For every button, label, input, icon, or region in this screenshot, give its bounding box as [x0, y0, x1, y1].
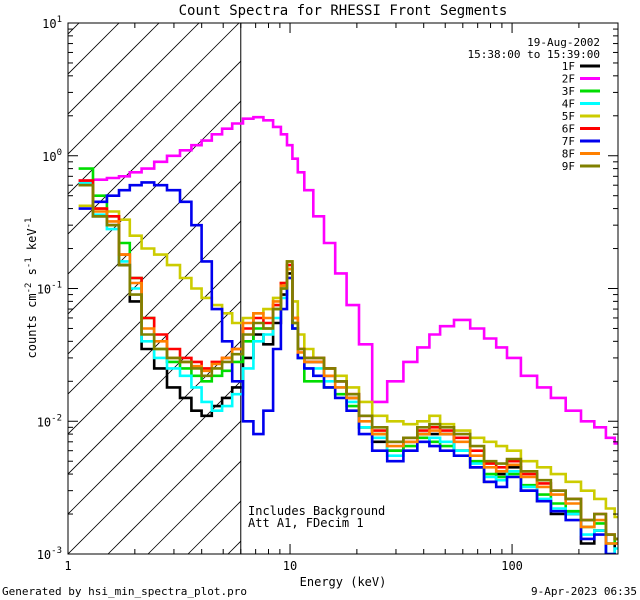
- y-tick-label: 10-3: [37, 546, 62, 562]
- x-tick-label: 10: [283, 559, 297, 573]
- hatch-line: [68, 300, 241, 475]
- y-axis-label-sup: -1: [24, 218, 34, 229]
- legend-label-7F: 7F: [562, 135, 575, 148]
- legend-label-2F: 2F: [562, 73, 575, 86]
- legend-label-9F: 9F: [562, 160, 575, 173]
- y-tick-label: 10-2: [37, 413, 62, 429]
- y-axis-label-sup: -1: [24, 257, 34, 268]
- legend-label-1F: 1F: [562, 60, 575, 73]
- y-tick-label-exponent: -1: [51, 281, 62, 291]
- y-tick-label-exponent: -3: [51, 546, 62, 556]
- hatch-line: [68, 60, 241, 235]
- y-axis-label-sup: -2: [24, 283, 34, 294]
- y-tick-label: 10-1: [37, 281, 62, 297]
- y-tick-label-exponent: 1: [57, 15, 62, 25]
- series-2F-line: [78, 115, 618, 445]
- y-tick-label-base: 10: [42, 150, 56, 164]
- legend-label-3F: 3F: [562, 85, 575, 98]
- chart-title: Count Spectra for RHESSI Front Segments: [179, 3, 508, 19]
- hatch-line: [68, 380, 241, 554]
- hatch-line: [68, 140, 241, 315]
- hatch-line: [107, 420, 241, 554]
- y-axis-label-part: keV: [25, 228, 39, 257]
- x-tick-label: 1: [64, 559, 71, 573]
- footer-timestamp: 9-Apr-2023 06:35: [531, 585, 637, 598]
- y-tick-label-base: 10: [37, 283, 51, 297]
- legend: 19-Aug-2002 15:38:00 to 15:39:00 1F2F3F4…: [468, 36, 600, 173]
- y-tick-label-base: 10: [42, 17, 56, 31]
- y-tick-label-exponent: -2: [51, 413, 62, 423]
- x-axis-label: Energy (keV): [300, 575, 387, 589]
- legend-label-5F: 5F: [562, 110, 575, 123]
- x-tick-label: 100: [501, 559, 523, 573]
- y-tick-label-base: 10: [37, 548, 51, 562]
- excluded-energy-hatch: [68, 23, 241, 554]
- footer-generated-by: Generated by hsi_min_spectra_plot.pro: [2, 585, 247, 598]
- legend-label-6F: 6F: [562, 123, 575, 136]
- hatch-line: [68, 100, 241, 275]
- series-9F-line: [78, 183, 618, 541]
- y-tick-label: 100: [42, 148, 62, 164]
- legend-time-range: 15:38:00 to 15:39:00: [468, 48, 600, 61]
- annotation-background: Includes Background: [248, 504, 385, 518]
- hatch-line: [68, 340, 241, 515]
- legend-label-4F: 4F: [562, 98, 575, 111]
- y-tick-label-base: 10: [37, 415, 51, 429]
- y-axis-label: counts cm-2 s-1 keV-1: [24, 218, 39, 359]
- series-layer: [78, 115, 618, 554]
- y-tick-label: 101: [42, 15, 62, 31]
- annotation-attenuator: Att A1, FDecim 1: [248, 516, 364, 530]
- series-7F-line: [78, 181, 616, 554]
- y-tick-label-exponent: 0: [57, 148, 62, 158]
- y-axis-label-part: s: [25, 268, 39, 282]
- legend-date: 19-Aug-2002: [527, 36, 600, 49]
- hatch-line: [68, 180, 241, 355]
- legend-label-8F: 8F: [562, 148, 575, 161]
- y-axis-label-part: counts cm: [25, 293, 39, 358]
